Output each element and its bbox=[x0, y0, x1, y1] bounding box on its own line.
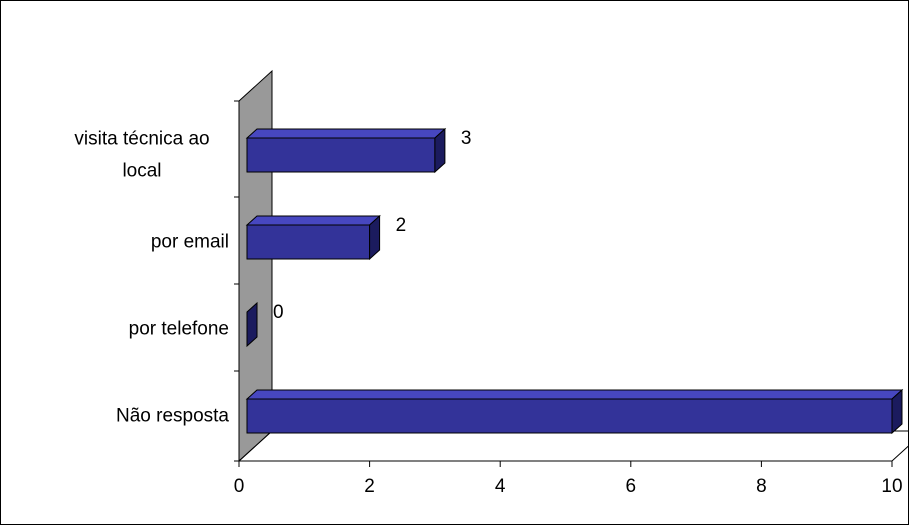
x-tick-label: 10 bbox=[881, 476, 902, 497]
bar-front-face bbox=[246, 398, 893, 434]
category-label: local bbox=[122, 161, 161, 182]
category-label: Não resposta bbox=[116, 406, 229, 427]
data-label: 0 bbox=[273, 302, 284, 323]
bar-top-face bbox=[245, 128, 447, 139]
bar-end-face bbox=[246, 301, 258, 348]
bar-top-face bbox=[245, 389, 904, 400]
category-label: por email bbox=[151, 232, 229, 253]
bar-end-face bbox=[434, 127, 446, 174]
bar-front-face bbox=[246, 137, 436, 173]
floor-plane bbox=[237, 430, 908, 462]
bar-top-face bbox=[245, 215, 381, 226]
bar-front-face bbox=[246, 224, 371, 260]
data-label: 2 bbox=[396, 215, 407, 236]
bar-end-face bbox=[891, 388, 903, 435]
data-label: 3 bbox=[461, 128, 472, 149]
x-tick-label: 2 bbox=[364, 476, 375, 497]
x-tick-label: 6 bbox=[626, 476, 637, 497]
x-tick-label: 4 bbox=[495, 476, 506, 497]
category-label: por telefone bbox=[129, 319, 229, 340]
category-label: visita técnica ao bbox=[74, 129, 209, 150]
bar-end-face bbox=[369, 214, 381, 261]
x-tick-label: 8 bbox=[756, 476, 767, 497]
x-tick-label: 0 bbox=[234, 476, 245, 497]
